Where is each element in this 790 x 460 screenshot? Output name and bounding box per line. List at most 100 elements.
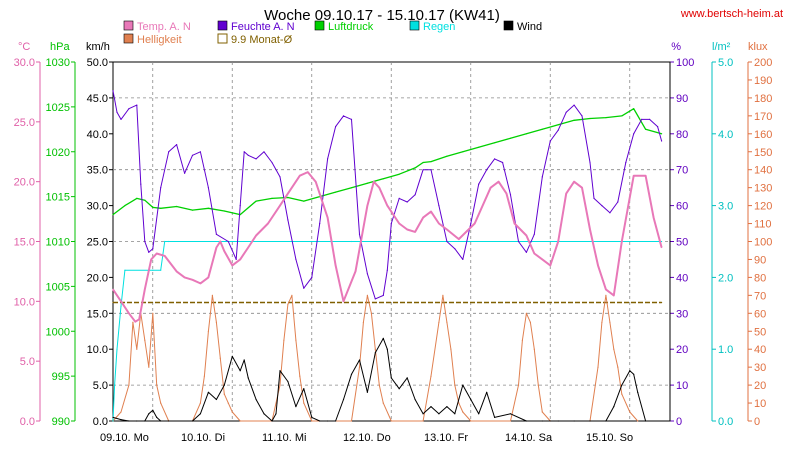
data-point (645, 175, 647, 177)
data-point (315, 181, 317, 183)
data-point (335, 126, 337, 128)
axis-tick-label: 5.0 (93, 380, 108, 392)
data-point (112, 90, 114, 92)
data-point (191, 420, 194, 422)
data-point (533, 348, 535, 350)
data-point (136, 104, 138, 106)
data-point (382, 294, 384, 296)
data-point (287, 219, 289, 221)
axis-tick-label: 4.0 (718, 129, 733, 141)
data-point (597, 366, 599, 368)
wind-axis: 0.0 5.0 10.0 15.0 20.0 25.0 30.0 35.0 40.0 45.0 50… (87, 57, 114, 428)
website-link[interactable]: www.bertsch-heim.at (680, 8, 783, 20)
axis-tick-label: 45.0 (87, 93, 108, 105)
data-point (358, 359, 361, 361)
data-point (374, 348, 376, 350)
data-point (136, 420, 138, 422)
data-point (303, 388, 305, 390)
data-point (462, 384, 464, 386)
data-point (152, 206, 154, 208)
data-point (112, 301, 114, 304)
data-point (601, 321, 603, 323)
data-point (327, 217, 329, 219)
data-point (227, 402, 229, 404)
axis-tick-label: 160 (754, 129, 772, 141)
data-point (589, 420, 591, 422)
data-point (529, 321, 532, 323)
data-point (458, 238, 460, 240)
data-point (597, 264, 599, 266)
data-point (589, 117, 591, 120)
data-point (521, 339, 524, 341)
axis-tick-label: 0 (676, 416, 682, 428)
pressure-unit: hPa (50, 41, 70, 53)
data-point (390, 377, 392, 379)
data-point (164, 240, 166, 243)
data-point (184, 276, 186, 278)
data-point (287, 196, 289, 199)
data-point (414, 194, 416, 196)
rain-unit: l/m² (712, 41, 731, 53)
data-point (649, 118, 651, 120)
data-point (374, 298, 376, 300)
data-point (661, 133, 663, 135)
data-point (629, 370, 631, 372)
data-point (215, 398, 217, 401)
data-point (430, 169, 432, 171)
data-point (311, 276, 313, 278)
data-point (148, 251, 150, 253)
data-point (438, 413, 440, 415)
data-point (235, 258, 237, 260)
data-point (486, 169, 488, 171)
data-point (370, 312, 372, 314)
data-point (629, 411, 631, 413)
axis-tick-label: 2.0 (718, 272, 733, 284)
wind-unit: km/h (86, 41, 110, 53)
data-point (386, 205, 388, 207)
data-point (354, 270, 357, 272)
axis-tick-label: 3.0 (718, 201, 733, 213)
legend-item: Regen (409, 20, 455, 33)
data-point (645, 128, 647, 130)
data-point (645, 420, 647, 422)
data-point (219, 357, 221, 359)
data-point (191, 154, 194, 156)
data-point (637, 391, 639, 393)
data-point (406, 201, 408, 203)
data-point (517, 240, 520, 243)
axis-tick-label: 180 (754, 93, 772, 105)
data-point (239, 370, 241, 372)
data-point (138, 318, 140, 320)
legend-label: 9.9 Monat-Ø (231, 34, 293, 46)
data-point (319, 222, 321, 225)
data-point (541, 176, 543, 178)
data-point (621, 115, 623, 117)
data-point (263, 151, 265, 153)
data-point (319, 420, 321, 422)
data-point (414, 167, 416, 169)
data-point (549, 264, 551, 266)
data-point (203, 375, 205, 377)
data-point (231, 411, 233, 413)
data-point (199, 402, 201, 404)
data-point (422, 413, 424, 415)
axis-tick-label: 995 (52, 371, 70, 383)
axis-tick-label: 30.0 (14, 57, 35, 69)
data-point (239, 205, 241, 207)
data-point (239, 420, 241, 422)
data-point (398, 388, 400, 390)
data-point (191, 279, 194, 281)
rain-axis: 0.0 1.0 2.0 3.0 4.0 5.0 (711, 57, 733, 428)
data-point (557, 420, 559, 422)
data-point (581, 187, 583, 189)
legend-item: Luftdruck (314, 20, 374, 33)
data-point (422, 169, 424, 171)
x-tick-label: 11.10. Mi (262, 432, 306, 444)
data-point (247, 377, 249, 379)
data-point (573, 420, 575, 422)
data-point (207, 207, 209, 209)
data-point (168, 240, 170, 243)
pressure-axis: 990 995 1000 1005 1010 1015 1020 1025 1030 (46, 57, 76, 428)
data-point (509, 413, 512, 415)
